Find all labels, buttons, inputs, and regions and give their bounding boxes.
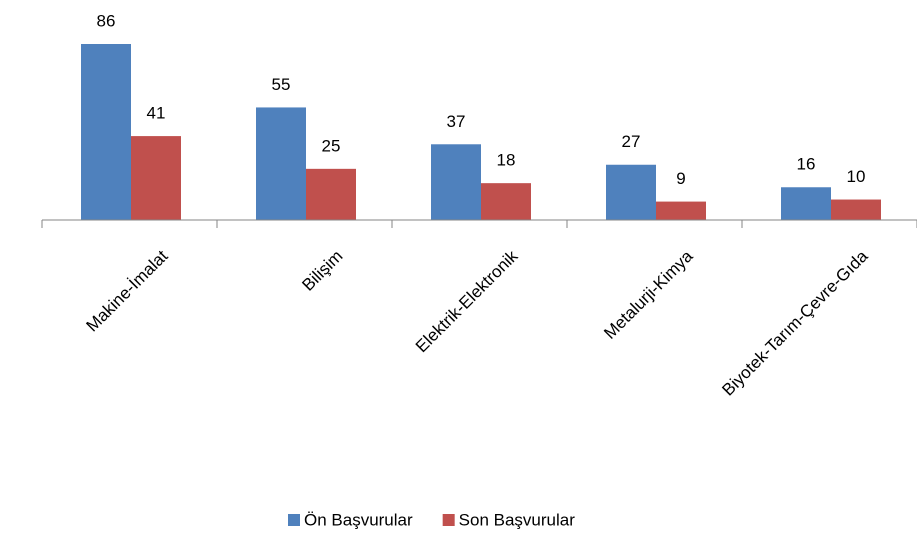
x-tick-label: Elektrik-Elektronik — [412, 246, 522, 356]
data-label: 16 — [797, 155, 816, 174]
data-label: 37 — [447, 112, 466, 131]
data-label: 41 — [147, 104, 166, 123]
bar — [81, 44, 131, 220]
bar — [306, 168, 356, 220]
legend-label: Son Başvurular — [459, 510, 576, 529]
bar — [256, 107, 306, 220]
legend-swatch — [442, 514, 455, 526]
bar — [431, 144, 481, 220]
legend-label: Ön Başvurular — [304, 510, 413, 529]
x-tick-label: Biyotek-Tarım-Çevre-Gıda — [718, 246, 871, 399]
bar — [781, 187, 831, 220]
data-label: 9 — [676, 169, 685, 188]
x-tick-label: Bilişim — [298, 247, 346, 295]
bar — [131, 136, 181, 220]
data-label: 86 — [97, 11, 116, 30]
data-label: 55 — [272, 75, 291, 94]
data-label: 27 — [622, 132, 641, 151]
x-tick-label: Metalurji-Kimya — [600, 246, 697, 343]
data-label: 25 — [322, 136, 341, 155]
bar — [656, 201, 706, 220]
data-label: 10 — [847, 167, 866, 186]
x-tick-label: Makine-İmalat — [83, 246, 172, 335]
bar — [831, 199, 881, 220]
bar — [606, 164, 656, 220]
bar — [481, 183, 531, 220]
data-label: 18 — [497, 151, 516, 170]
legend-swatch — [288, 514, 300, 526]
